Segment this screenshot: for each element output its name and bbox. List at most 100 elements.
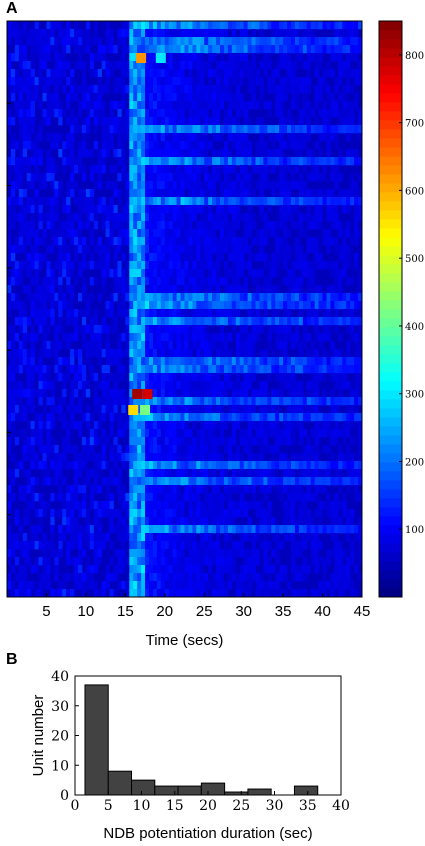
heatmap-cell [220,333,225,342]
heatmap-cell [168,317,173,326]
heatmap-cell [200,341,205,350]
heatmap-cell [350,149,355,158]
heatmap-cell [7,413,12,422]
heatmap-cell [247,501,252,510]
heatmap-cell [326,309,331,318]
heatmap-cell [184,381,189,390]
heatmap-cell [338,381,343,390]
heatmap-cell [318,373,323,382]
heatmap-cell [34,477,39,486]
heatmap-cell [298,125,304,134]
heatmap-cell [243,317,248,326]
heatmap-cell [97,181,102,190]
heatmap-cell [200,485,205,494]
heatmap-cell [354,253,359,262]
heatmap-cell [184,517,189,526]
heatmap-cell [239,189,244,198]
heatmap-cell [121,29,126,38]
heatmap-cell [239,453,244,462]
heatmap-cell [66,541,71,550]
heatmap-cell [121,525,126,534]
heatmap-cell [141,45,146,54]
heatmap-cell [227,461,233,470]
heatmap-cell [93,501,99,510]
heatmap-cell [330,533,335,542]
heatmap-cell [176,389,181,398]
heatmap-cell [227,501,233,510]
heatmap-cell [133,29,138,38]
heatmap-cell [247,429,252,438]
heatmap-cell [298,549,304,558]
heatmap-cell [275,581,280,590]
heatmap-cell [168,333,173,342]
heatmap-cell [358,389,363,398]
heatmap-cell [239,533,244,542]
heatmap-cell [275,405,280,414]
heatmap-cell [149,45,154,54]
heatmap-cell [200,421,205,430]
heatmap-cell [10,477,16,486]
heatmap-cell [302,445,308,454]
heatmap-cell [223,437,229,446]
heatmap-cell [78,509,83,518]
heatmap-cell [30,277,35,286]
heatmap-cell [283,141,288,150]
heatmap-cell [326,37,331,46]
heatmap-cell [152,341,158,350]
heatmap-cell [287,157,292,166]
heatmap-cell [208,229,213,238]
heatmap-cell [7,445,12,454]
heatmap-cell [275,245,280,254]
heatmap-cell [212,429,217,438]
heatmap-cell [30,565,35,574]
heatmap-cell [350,365,355,374]
heatmap-cell [168,45,173,54]
heatmap-cell [42,389,47,398]
heatmap-cell [314,493,319,502]
heatmap-cell [346,565,351,574]
heatmap-cell [172,277,177,286]
heatmap-cell [275,437,280,446]
heatmap-cell [38,261,43,270]
heatmap-cell [342,293,347,302]
heatmap-cell [239,269,244,278]
heatmap-cell [306,469,312,478]
heatmap-cell [105,373,110,382]
heatmap-cell [172,413,177,422]
heatmap-cell [204,381,209,390]
heatmap-cell [204,157,209,166]
heatmap-cell [184,181,189,190]
heatmap-cell [172,445,177,454]
heatmap-cell [168,533,173,542]
heatmap-cell [172,229,177,238]
heatmap-cell [298,149,304,158]
heatmap-cell [133,277,138,286]
heatmap-cell [231,565,237,574]
heatmap-cell [306,437,312,446]
heatmap-cell [338,525,343,534]
heatmap-cell [216,165,221,174]
heatmap-cell [322,45,327,54]
heatmap-cell [184,373,189,382]
heatmap-cell [149,373,154,382]
heatmap-cell [184,413,189,422]
heatmap-cell [263,389,268,398]
heatmap-cell [109,413,114,422]
heatmap-cell [54,165,59,174]
heatmap-cell [109,509,114,518]
heatmap-cell [22,325,28,334]
heatmap-cell [22,301,28,310]
heatmap-cell [271,405,276,414]
heatmap-cell [38,45,43,54]
heatmap-cell [66,373,71,382]
heatmap-cell [291,173,296,182]
heatmap-cell [93,125,99,134]
heatmap-cell [287,461,292,470]
heatmap-cell [180,429,185,438]
heatmap-cell [93,437,99,446]
heatmap-cell [117,493,122,502]
heatmap-cell [306,517,312,526]
heatmap-cell [184,325,189,334]
heatmap-cell [208,141,213,150]
heatmap-cell [346,37,351,46]
